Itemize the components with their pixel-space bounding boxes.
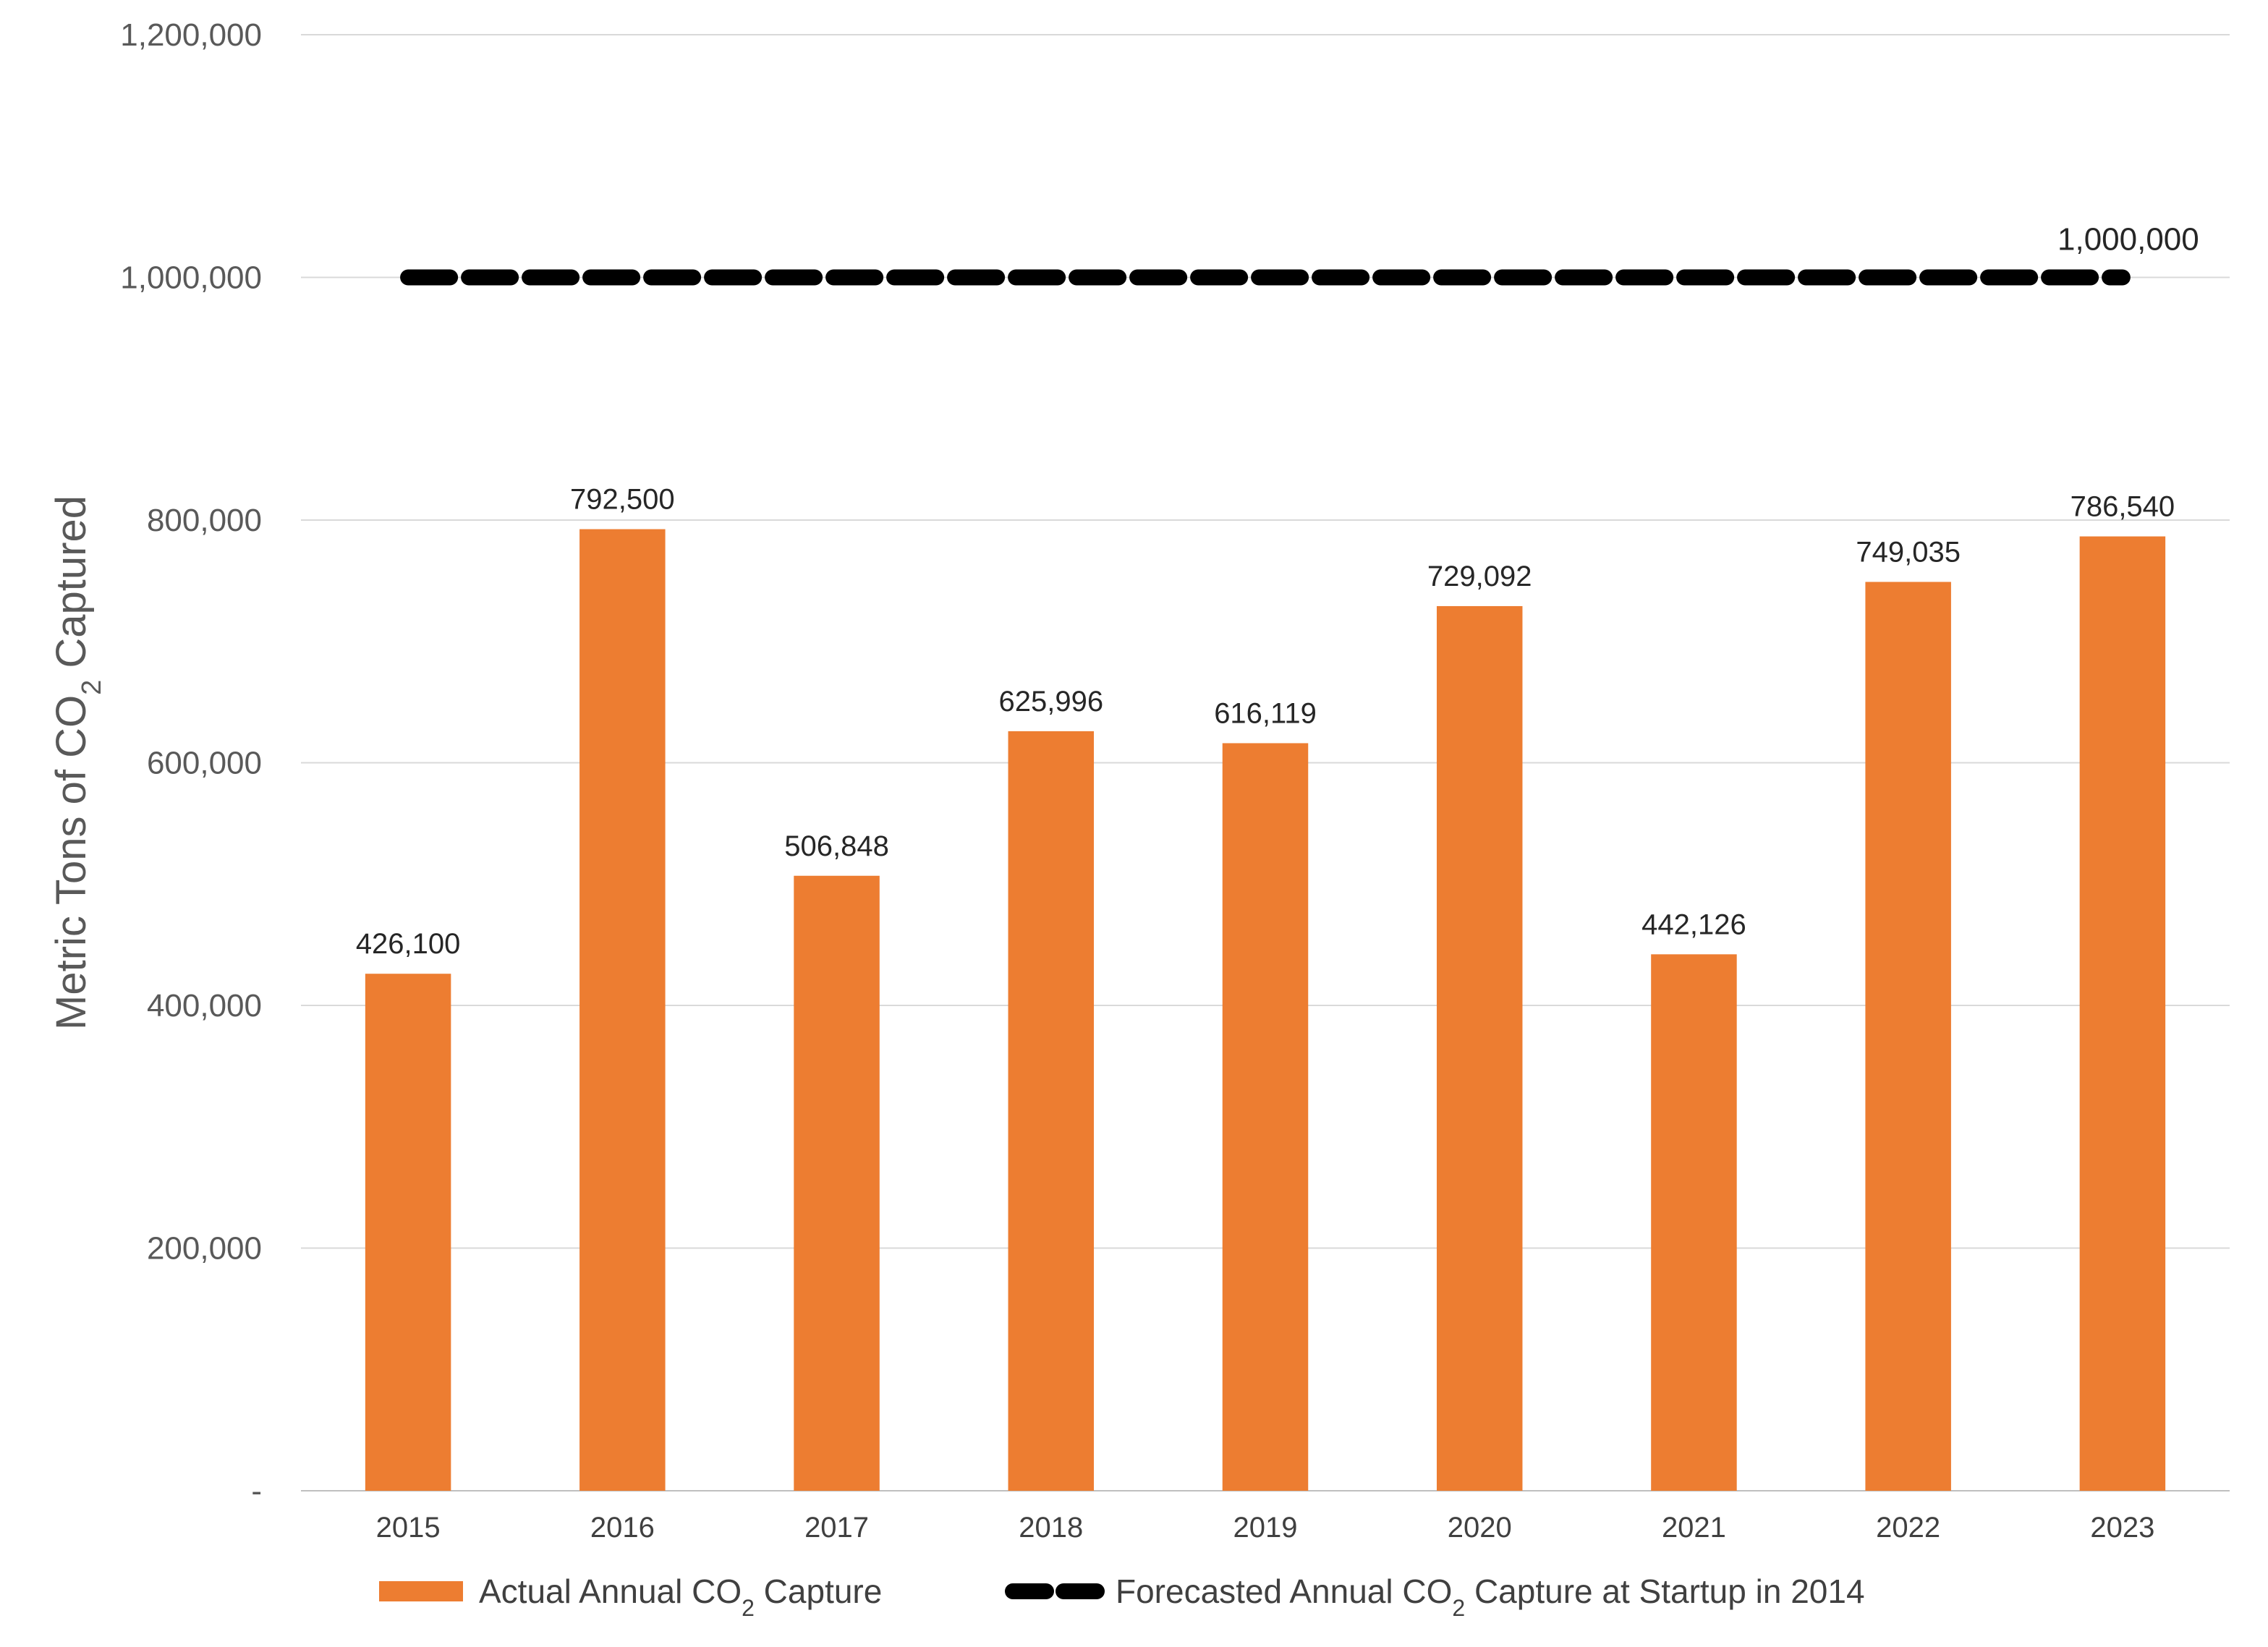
y-tick-label: 1,000,000 [120,260,262,296]
bar [1008,731,1095,1491]
y-tick-label: - [251,1473,262,1509]
bar-data-labels: 426,100 792,500 506,848 625,996 616,119 729,0… [356,484,2175,961]
x-tick-label: 2018 [1019,1512,1083,1544]
bar [579,529,666,1491]
bar [794,875,880,1491]
legend-label-forecast: Forecasted Annual CO2 Capture at Startup… [1116,1572,1865,1621]
bar-data-label: 426,100 [356,928,461,960]
y-tick-label: 600,000 [147,746,262,781]
bar [2079,536,2166,1491]
forecast-data-label: 1,000,000 [2057,222,2199,258]
legend-swatch-actual [379,1581,463,1601]
x-tick-label: 2020 [1448,1512,1512,1544]
bar [1651,954,1737,1491]
x-tick-label: 2021 [1662,1512,1726,1544]
y-tick-label: 1,200,000 [120,17,262,53]
bar [1865,582,1951,1491]
x-tick-label: 2023 [2090,1512,2154,1544]
bar-series [365,529,2166,1491]
bar-data-label: 749,035 [1856,536,1961,568]
x-axis-tick-labels: 2015 2016 2017 2018 2019 2020 2021 2022 2023 [376,1512,2155,1544]
bar-data-label: 506,848 [784,830,889,862]
bar-data-label: 442,126 [1641,908,1746,940]
legend: Actual Annual CO2 Capture Forecasted Annu… [379,1572,1865,1621]
forecast-line-group: 1,000,000 [400,222,2199,286]
y-axis-tick-labels: - 200,000 400,000 600,000 800,000 1,000,000 1,… [120,17,262,1509]
x-tick-label: 2019 [1233,1512,1298,1544]
y-axis-title-group: Metric Tons of CO2 Captured [48,495,107,1030]
legend-label-actual: Actual Annual CO2 Capture [479,1572,882,1621]
y-tick-label: 800,000 [147,503,262,538]
bar-data-label: 616,119 [1214,697,1317,729]
x-tick-label: 2022 [1876,1512,1940,1544]
bar-data-label: 786,540 [2070,491,2175,523]
x-tick-label: 2015 [376,1512,441,1544]
x-tick-label: 2016 [590,1512,655,1544]
x-tick-label: 2017 [804,1512,869,1544]
bar [1436,605,1523,1491]
y-axis-title: Metric Tons of CO2 Captured [48,495,107,1030]
y-tick-label: 200,000 [147,1231,262,1267]
bar-data-label: 792,500 [570,484,675,516]
y-tick-label: 400,000 [147,988,262,1023]
bar-data-label: 625,996 [998,686,1103,718]
bar-data-label: 729,092 [1427,561,1532,592]
bar [365,974,451,1491]
bar [1222,743,1309,1491]
